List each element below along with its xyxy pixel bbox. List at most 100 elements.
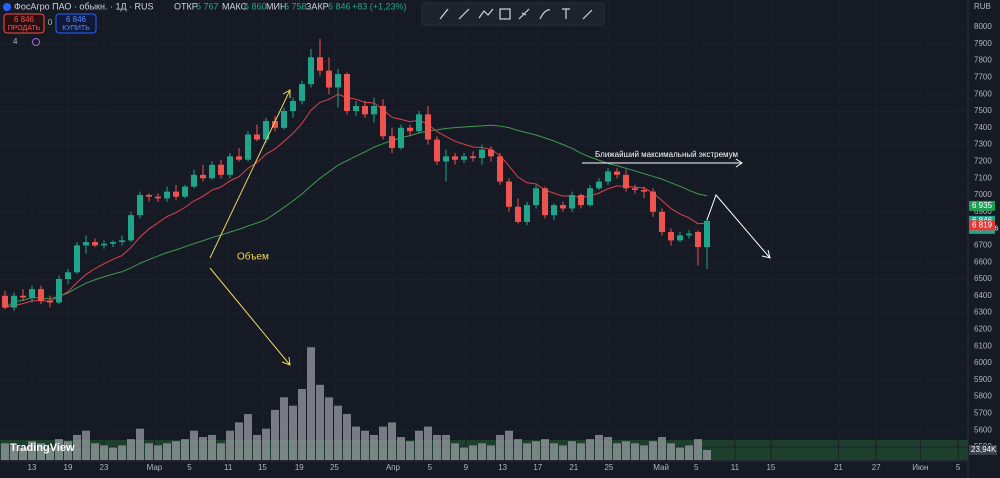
volume-bar: [10, 445, 18, 460]
y-axis: 5500560057005800590060006100620063006400…: [974, 22, 992, 451]
x-tick-label: 13: [28, 463, 37, 472]
y-tick-label: 5600: [974, 425, 992, 434]
volume-bar: [253, 434, 261, 460]
close-label: ЗАКР: [306, 1, 329, 11]
indicator-count[interactable]: 4: [13, 37, 18, 46]
low-label: МИН: [266, 1, 286, 11]
y-tick-label: 6300: [974, 308, 992, 317]
open-label: ОТКР: [174, 1, 198, 11]
candle-body: [308, 57, 314, 85]
volume-bars: [1, 347, 711, 460]
y-tick-label: 6900: [974, 207, 992, 216]
candle-body: [659, 211, 665, 232]
volume-bar: [199, 437, 207, 460]
symbol[interactable]: ФосАгро ПАО · обыкн. · 1Д · RUS: [14, 1, 154, 11]
candle-body: [470, 156, 476, 159]
x-tick-label: 15: [258, 463, 267, 472]
x-tick-label: 19: [295, 463, 304, 472]
annotation-arrows: [209, 89, 291, 366]
volume-bar: [82, 430, 90, 460]
candle-body: [443, 156, 449, 162]
volume-bar: [478, 443, 486, 460]
volume-bar: [640, 445, 648, 460]
volume-annotation: Объем: [237, 251, 269, 263]
sell-price: 6 846: [14, 15, 35, 24]
candle-body: [56, 279, 62, 303]
volume-bar: [406, 441, 414, 460]
candle-body: [461, 156, 467, 160]
grid: [0, 446, 968, 448]
volume-bar: [190, 430, 198, 460]
candle-body: [695, 231, 701, 248]
price-label-bg: [969, 200, 995, 211]
candle-body: [137, 195, 143, 216]
candle-body: [632, 188, 638, 190]
candle-body: [398, 127, 404, 148]
volume-bar: [109, 447, 117, 460]
candle-body: [245, 134, 251, 160]
volume-bar: [397, 437, 405, 460]
volume-bar: [658, 437, 666, 460]
volume-bar: [226, 430, 234, 460]
candle-body: [227, 156, 233, 175]
volume-bar: [334, 405, 342, 460]
candle-body: [506, 181, 512, 207]
volume-bar: [55, 439, 63, 460]
candles: [2, 38, 710, 311]
candle-body: [515, 206, 521, 222]
volume-bar: [460, 447, 468, 460]
volume-bar: [307, 347, 315, 460]
ma-fast: [4, 93, 708, 309]
candle-body: [299, 84, 305, 101]
x-tick-label: Апр: [386, 463, 401, 472]
candle-body: [218, 164, 224, 175]
x-tick-label: 5: [956, 463, 961, 472]
volume-bar: [442, 434, 450, 460]
candle-body: [452, 156, 458, 160]
candle-body: [416, 114, 422, 132]
candle-body: [551, 205, 557, 216]
candle-body: [65, 272, 71, 279]
volume-bar: [415, 430, 423, 460]
toolbar-icons[interactable]: [439, 8, 593, 20]
price-label: 6 819: [972, 221, 993, 230]
candle-body: [29, 289, 35, 298]
y-tick-label: 7500: [974, 106, 992, 115]
buy-button[interactable]: [55, 13, 97, 34]
currency: RUB: [974, 2, 991, 11]
x-tick-label: Май: [653, 463, 669, 472]
candle-body: [389, 136, 395, 148]
volume-bar: [532, 441, 540, 460]
candle-body: [101, 243, 107, 246]
volume-bar: [604, 437, 612, 460]
volume-bar: [424, 426, 432, 460]
candle-body: [641, 189, 647, 192]
volume-bar: [667, 443, 675, 460]
candle-body: [2, 295, 8, 308]
volume-bar: [37, 443, 45, 460]
volume-bar: [595, 434, 603, 460]
candle-body: [272, 121, 278, 128]
candle-body: [668, 231, 674, 241]
y-tick-label: 7900: [974, 39, 992, 48]
spread: 0: [48, 18, 53, 27]
candle-body: [263, 121, 269, 140]
volume-bar: [514, 439, 522, 460]
candle-body: [362, 105, 368, 115]
x-tick-label: 5: [694, 463, 699, 472]
volume-bar: [577, 443, 585, 460]
x-tick-label: 11: [731, 463, 740, 472]
candle-body: [164, 191, 170, 199]
y-tick-label: 6700: [974, 241, 992, 250]
volume-bar: [433, 434, 441, 460]
y-tick-label: 7700: [974, 73, 992, 82]
volume-bar: [298, 388, 306, 460]
volume-bar: [136, 428, 144, 460]
sell-button[interactable]: [3, 13, 45, 34]
y-tick-label: 5700: [974, 409, 992, 418]
x-tick-label: 5: [187, 463, 192, 472]
x-tick-label: 13: [498, 463, 507, 472]
candle-body: [155, 196, 161, 199]
y-tick-label: 7600: [974, 89, 992, 98]
volume-bar: [154, 445, 162, 460]
